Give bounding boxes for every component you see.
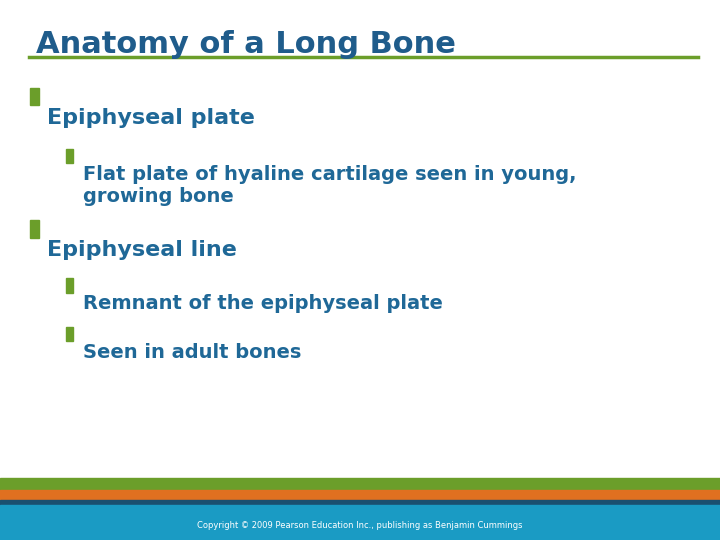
- Bar: [0, 490, 720, 500]
- Text: Epiphyseal plate: Epiphyseal plate: [47, 108, 255, 128]
- Text: Copyright © 2009 Pearson Education Inc., publishing as Benjamin Cummings: Copyright © 2009 Pearson Education Inc.,…: [197, 521, 523, 530]
- Bar: [0, 478, 720, 490]
- Bar: [66, 278, 73, 293]
- Text: Remnant of the epiphyseal plate: Remnant of the epiphyseal plate: [83, 294, 443, 313]
- Text: Anatomy of a Long Bone: Anatomy of a Long Bone: [36, 30, 456, 59]
- Text: Flat plate of hyaline cartilage seen in young,
growing bone: Flat plate of hyaline cartilage seen in …: [83, 165, 576, 206]
- Text: Epiphyseal line: Epiphyseal line: [47, 240, 237, 260]
- Bar: [0, 505, 720, 540]
- Bar: [30, 220, 39, 238]
- Text: Seen in adult bones: Seen in adult bones: [83, 343, 301, 362]
- Bar: [66, 148, 73, 163]
- Bar: [0, 500, 720, 505]
- Bar: [30, 88, 39, 105]
- Bar: [66, 327, 73, 341]
